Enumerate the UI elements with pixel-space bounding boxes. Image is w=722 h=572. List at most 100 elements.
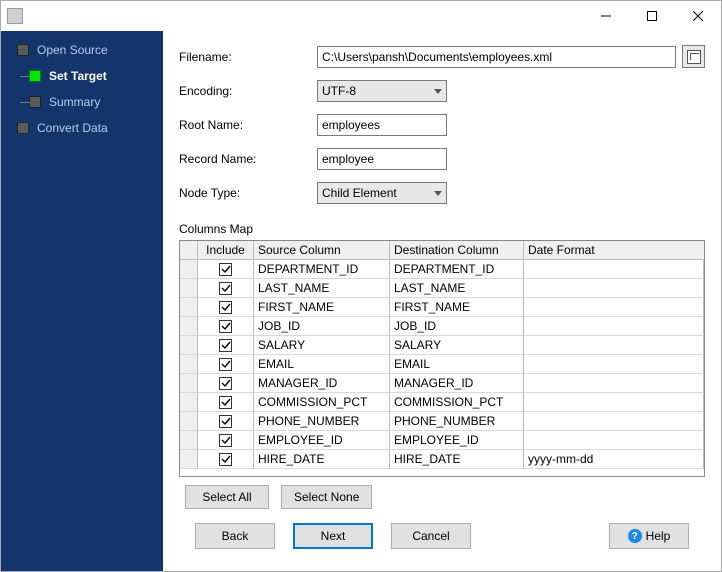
include-cell[interactable] (198, 412, 254, 431)
include-checkbox[interactable] (219, 434, 232, 447)
columns-grid: Include Source Column Destination Column… (179, 240, 705, 477)
destination-cell[interactable]: HIRE_DATE (390, 450, 524, 469)
destination-cell[interactable]: JOB_ID (390, 317, 524, 336)
encoding-select[interactable]: UTF-8 (317, 80, 447, 102)
table-row[interactable]: MANAGER_IDMANAGER_ID (180, 374, 704, 393)
table-row[interactable]: EMPLOYEE_IDEMPLOYEE_ID (180, 431, 704, 450)
select-all-button[interactable]: Select All (185, 485, 269, 509)
cancel-button[interactable]: Cancel (391, 523, 471, 549)
include-cell[interactable] (198, 317, 254, 336)
step-marker-icon (17, 44, 29, 56)
include-checkbox[interactable] (219, 339, 232, 352)
source-cell[interactable]: COMMISSION_PCT (254, 393, 390, 412)
destination-cell[interactable]: DEPARTMENT_ID (390, 260, 524, 279)
dateformat-cell[interactable] (524, 355, 704, 374)
step-convert-data[interactable]: Convert Data (1, 115, 163, 141)
source-cell[interactable]: EMPLOYEE_ID (254, 431, 390, 450)
source-cell[interactable]: SALARY (254, 336, 390, 355)
dateformat-cell[interactable] (524, 279, 704, 298)
source-cell[interactable]: JOB_ID (254, 317, 390, 336)
table-row[interactable]: HIRE_DATEHIRE_DATEyyyy-mm-dd (180, 450, 704, 469)
source-cell[interactable]: PHONE_NUMBER (254, 412, 390, 431)
row-header (180, 298, 198, 317)
help-button[interactable]: ? Help (609, 523, 689, 549)
minimize-button[interactable] (583, 1, 629, 31)
step-marker-icon (29, 96, 41, 108)
include-checkbox[interactable] (219, 377, 232, 390)
table-row[interactable]: COMMISSION_PCTCOMMISSION_PCT (180, 393, 704, 412)
row-header (180, 450, 198, 469)
include-cell[interactable] (198, 450, 254, 469)
include-checkbox[interactable] (219, 358, 232, 371)
include-checkbox[interactable] (219, 396, 232, 409)
destination-cell[interactable]: LAST_NAME (390, 279, 524, 298)
include-checkbox[interactable] (219, 263, 232, 276)
table-row[interactable]: JOB_IDJOB_ID (180, 317, 704, 336)
include-cell[interactable] (198, 431, 254, 450)
maximize-button[interactable] (629, 1, 675, 31)
source-cell[interactable]: MANAGER_ID (254, 374, 390, 393)
col-destination[interactable]: Destination Column (390, 241, 524, 260)
include-cell[interactable] (198, 336, 254, 355)
dateformat-cell[interactable] (524, 393, 704, 412)
filename-input[interactable] (317, 46, 676, 68)
destination-cell[interactable]: MANAGER_ID (390, 374, 524, 393)
destination-cell[interactable]: COMMISSION_PCT (390, 393, 524, 412)
nodetype-select[interactable]: Child Element (317, 182, 447, 204)
include-cell[interactable] (198, 393, 254, 412)
browse-button[interactable] (682, 45, 705, 68)
col-include[interactable]: Include (198, 241, 254, 260)
nodetype-value: Child Element (322, 186, 397, 200)
include-cell[interactable] (198, 279, 254, 298)
table-row[interactable]: FIRST_NAMEFIRST_NAME (180, 298, 704, 317)
include-cell[interactable] (198, 355, 254, 374)
main-panel: Filename: Encoding: UTF-8 Root Name: Rec… (163, 31, 721, 571)
recordname-input[interactable] (317, 148, 447, 170)
include-cell[interactable] (198, 374, 254, 393)
include-checkbox[interactable] (219, 301, 232, 314)
include-cell[interactable] (198, 298, 254, 317)
include-checkbox[interactable] (219, 453, 232, 466)
include-cell[interactable] (198, 260, 254, 279)
grid-corner (180, 241, 198, 260)
include-checkbox[interactable] (219, 320, 232, 333)
source-cell[interactable]: DEPARTMENT_ID (254, 260, 390, 279)
dateformat-cell[interactable] (524, 412, 704, 431)
destination-cell[interactable]: PHONE_NUMBER (390, 412, 524, 431)
dateformat-cell[interactable]: yyyy-mm-dd (524, 450, 704, 469)
table-row[interactable]: DEPARTMENT_IDDEPARTMENT_ID (180, 260, 704, 279)
include-checkbox[interactable] (219, 415, 232, 428)
col-dateformat[interactable]: Date Format (524, 241, 704, 260)
table-row[interactable]: EMAILEMAIL (180, 355, 704, 374)
dateformat-cell[interactable] (524, 298, 704, 317)
step-summary[interactable]: Summary (1, 89, 163, 115)
table-row[interactable]: PHONE_NUMBERPHONE_NUMBER (180, 412, 704, 431)
source-cell[interactable]: FIRST_NAME (254, 298, 390, 317)
source-cell[interactable]: HIRE_DATE (254, 450, 390, 469)
close-button[interactable] (675, 1, 721, 31)
col-source[interactable]: Source Column (254, 241, 390, 260)
table-row[interactable]: SALARYSALARY (180, 336, 704, 355)
table-row[interactable]: LAST_NAMELAST_NAME (180, 279, 704, 298)
source-cell[interactable]: LAST_NAME (254, 279, 390, 298)
select-none-button[interactable]: Select None (281, 485, 372, 509)
dateformat-cell[interactable] (524, 431, 704, 450)
dateformat-cell[interactable] (524, 374, 704, 393)
destination-cell[interactable]: FIRST_NAME (390, 298, 524, 317)
bottom-bar: Back Next Cancel ? Help (179, 517, 705, 559)
columns-map-label: Columns Map (179, 222, 705, 236)
dateformat-cell[interactable] (524, 260, 704, 279)
destination-cell[interactable]: EMPLOYEE_ID (390, 431, 524, 450)
row-header (180, 412, 198, 431)
source-cell[interactable]: EMAIL (254, 355, 390, 374)
dateformat-cell[interactable] (524, 336, 704, 355)
dateformat-cell[interactable] (524, 317, 704, 336)
rootname-input[interactable] (317, 114, 447, 136)
step-set-target[interactable]: Set Target (1, 63, 163, 89)
destination-cell[interactable]: EMAIL (390, 355, 524, 374)
step-open-source[interactable]: Open Source (1, 37, 163, 63)
destination-cell[interactable]: SALARY (390, 336, 524, 355)
include-checkbox[interactable] (219, 282, 232, 295)
back-button[interactable]: Back (195, 523, 275, 549)
next-button[interactable]: Next (293, 523, 373, 549)
